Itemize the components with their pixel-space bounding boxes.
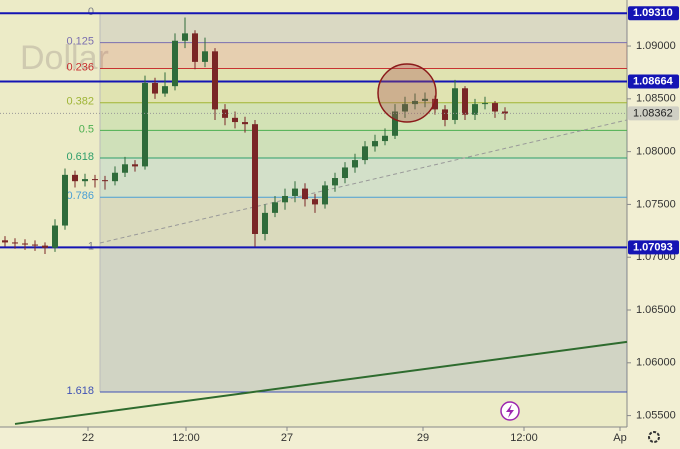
candle-body <box>82 179 88 182</box>
candle-body <box>322 185 328 205</box>
y-tick-label: 1.06500 <box>636 304 676 316</box>
fib-label: 0.618 <box>66 151 94 163</box>
fib-label: 1.618 <box>66 385 94 397</box>
y-tick-label: 1.05500 <box>636 410 676 422</box>
candle-body <box>52 225 58 248</box>
fib-zone <box>100 68 627 103</box>
candle-body <box>192 33 198 62</box>
y-tick-label: 1.07500 <box>636 198 676 210</box>
fib-label: 0 <box>88 6 94 18</box>
y-tick-label: 1.09000 <box>636 40 676 52</box>
candle-body <box>372 141 378 147</box>
candle-body <box>342 167 348 179</box>
candle-body <box>482 103 488 105</box>
candle-body <box>432 98 438 110</box>
candle-body <box>252 124 258 234</box>
fib-zone <box>100 102 627 131</box>
candle-body <box>442 109 448 120</box>
alert-icon-glyph <box>506 404 514 418</box>
last-price-label: 1.08362 <box>633 107 673 119</box>
fib-label: 0.125 <box>66 35 94 47</box>
candle-body <box>402 104 408 112</box>
candle-body <box>102 180 108 182</box>
candle-body <box>202 51 208 62</box>
price-tag-label: 1.08664 <box>633 75 674 87</box>
candle-body <box>172 40 178 87</box>
candle-body <box>422 98 428 101</box>
fib-zone <box>100 247 627 393</box>
candle-body <box>412 100 418 105</box>
fib-label: 0.236 <box>66 61 94 73</box>
candle-body <box>462 88 468 115</box>
price-tag-label: 1.07093 <box>633 241 673 253</box>
candle-body <box>32 244 38 246</box>
fib-zone <box>100 157 627 198</box>
y-tick-label: 1.08000 <box>636 146 676 158</box>
settings-icon[interactable] <box>648 431 660 443</box>
x-tick-label: Ap <box>613 432 626 444</box>
candle-body <box>12 242 18 244</box>
candle-body <box>352 160 358 168</box>
x-tick-label: 12:00 <box>172 432 200 444</box>
trendline <box>14 340 628 425</box>
fib-label: 0.5 <box>79 123 94 135</box>
last-price-tag <box>628 106 679 121</box>
fib-label: 0.786 <box>66 190 94 202</box>
highlight-circle <box>377 63 437 123</box>
candle-body <box>362 146 368 161</box>
candle-body <box>292 188 298 196</box>
y-tick-label: 1.06000 <box>636 357 676 369</box>
candle-body <box>232 117 238 123</box>
candle-body <box>312 199 318 205</box>
fib-label: 0.382 <box>66 96 94 108</box>
x-tick-label: 12:00 <box>510 432 538 444</box>
candle-body <box>472 104 478 115</box>
candle-body <box>162 86 168 94</box>
candle-body <box>22 243 28 245</box>
candle-body <box>492 103 498 112</box>
candle-body <box>242 122 248 125</box>
candle-body <box>2 240 8 243</box>
candle-body <box>282 195 288 203</box>
candle-body <box>272 202 278 213</box>
price-tag <box>628 240 679 255</box>
price-axis-background <box>627 0 680 449</box>
x-tick-label: 22 <box>82 432 94 444</box>
candle-body <box>302 188 308 200</box>
fib-label: 1 <box>88 240 94 252</box>
candle-body <box>152 82 158 94</box>
candle-body <box>112 172 118 182</box>
candle-body <box>502 111 508 114</box>
price-tag <box>628 6 679 21</box>
x-tick-label: 27 <box>281 432 293 444</box>
trendline <box>99 119 628 244</box>
fib-zone <box>100 42 627 69</box>
candle-body <box>122 164 128 173</box>
y-tick-label: 1.08500 <box>636 93 676 105</box>
candle-body <box>62 174 68 226</box>
candle-body <box>392 111 398 136</box>
candle-body <box>212 51 218 110</box>
fib-zone <box>100 197 627 248</box>
x-tick-label: 29 <box>417 432 429 444</box>
candle-body <box>262 212 268 234</box>
candle-body <box>182 33 188 41</box>
candle-body <box>92 179 98 181</box>
price-tag <box>628 74 679 89</box>
price-tag-label: 1.09310 <box>633 7 673 19</box>
candle-body <box>382 135 388 142</box>
fib-zone <box>100 13 627 43</box>
watermark: Dollar <box>20 39 109 77</box>
candle-body <box>142 82 148 167</box>
candle-body <box>72 174 78 182</box>
time-axis-background <box>0 427 627 449</box>
candle-body <box>332 178 338 186</box>
candle-body <box>132 164 138 167</box>
candle-body <box>452 88 458 120</box>
candle-body <box>42 245 48 248</box>
